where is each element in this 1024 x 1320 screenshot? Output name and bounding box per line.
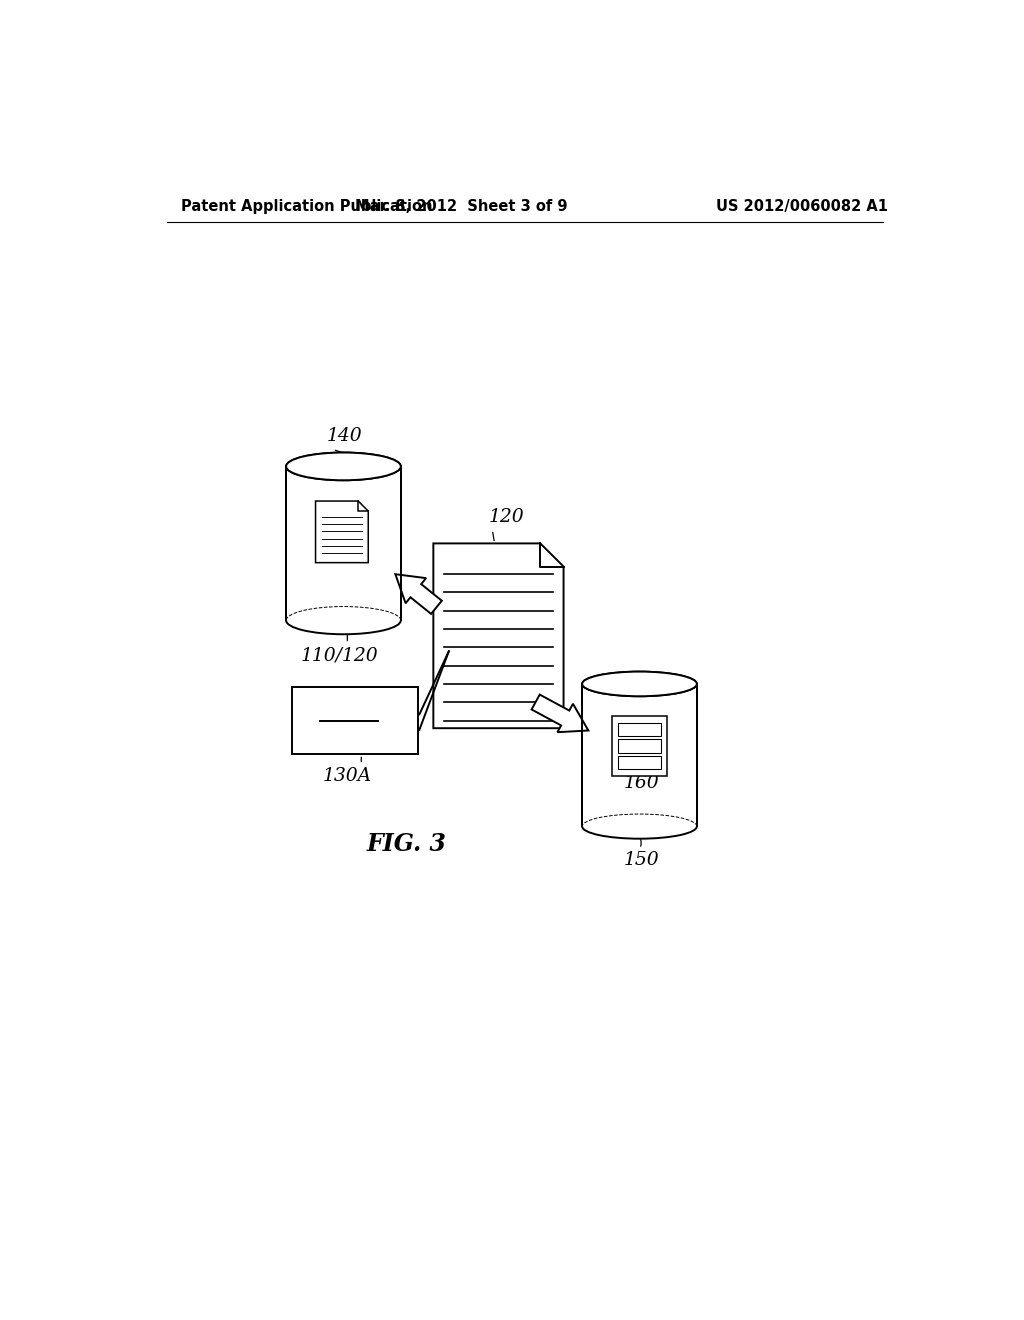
Ellipse shape xyxy=(583,814,697,838)
Bar xyxy=(618,755,660,768)
Text: 120: 120 xyxy=(489,508,524,527)
Text: 140: 140 xyxy=(327,426,362,445)
Text: US 2012/0060082 A1: US 2012/0060082 A1 xyxy=(716,198,888,214)
Bar xyxy=(618,739,660,752)
Text: 160: 160 xyxy=(624,775,658,792)
Text: 110/120: 110/120 xyxy=(301,647,379,664)
Text: Patent Application Publication: Patent Application Publication xyxy=(180,198,432,214)
Bar xyxy=(292,686,418,755)
Bar xyxy=(618,723,660,737)
Text: 130A: 130A xyxy=(323,767,372,784)
Polygon shape xyxy=(315,502,369,562)
Polygon shape xyxy=(531,694,589,733)
Ellipse shape xyxy=(583,672,697,696)
Ellipse shape xyxy=(286,607,400,635)
Text: FIG. 3: FIG. 3 xyxy=(367,832,447,855)
Polygon shape xyxy=(433,544,563,729)
Polygon shape xyxy=(286,466,400,620)
Polygon shape xyxy=(395,574,441,614)
Ellipse shape xyxy=(286,453,400,480)
Ellipse shape xyxy=(583,672,697,696)
Text: Mar. 8, 2012  Sheet 3 of 9: Mar. 8, 2012 Sheet 3 of 9 xyxy=(355,198,567,214)
Text: 150: 150 xyxy=(624,851,658,869)
Ellipse shape xyxy=(286,453,400,480)
Bar xyxy=(612,715,667,776)
Polygon shape xyxy=(583,684,697,826)
